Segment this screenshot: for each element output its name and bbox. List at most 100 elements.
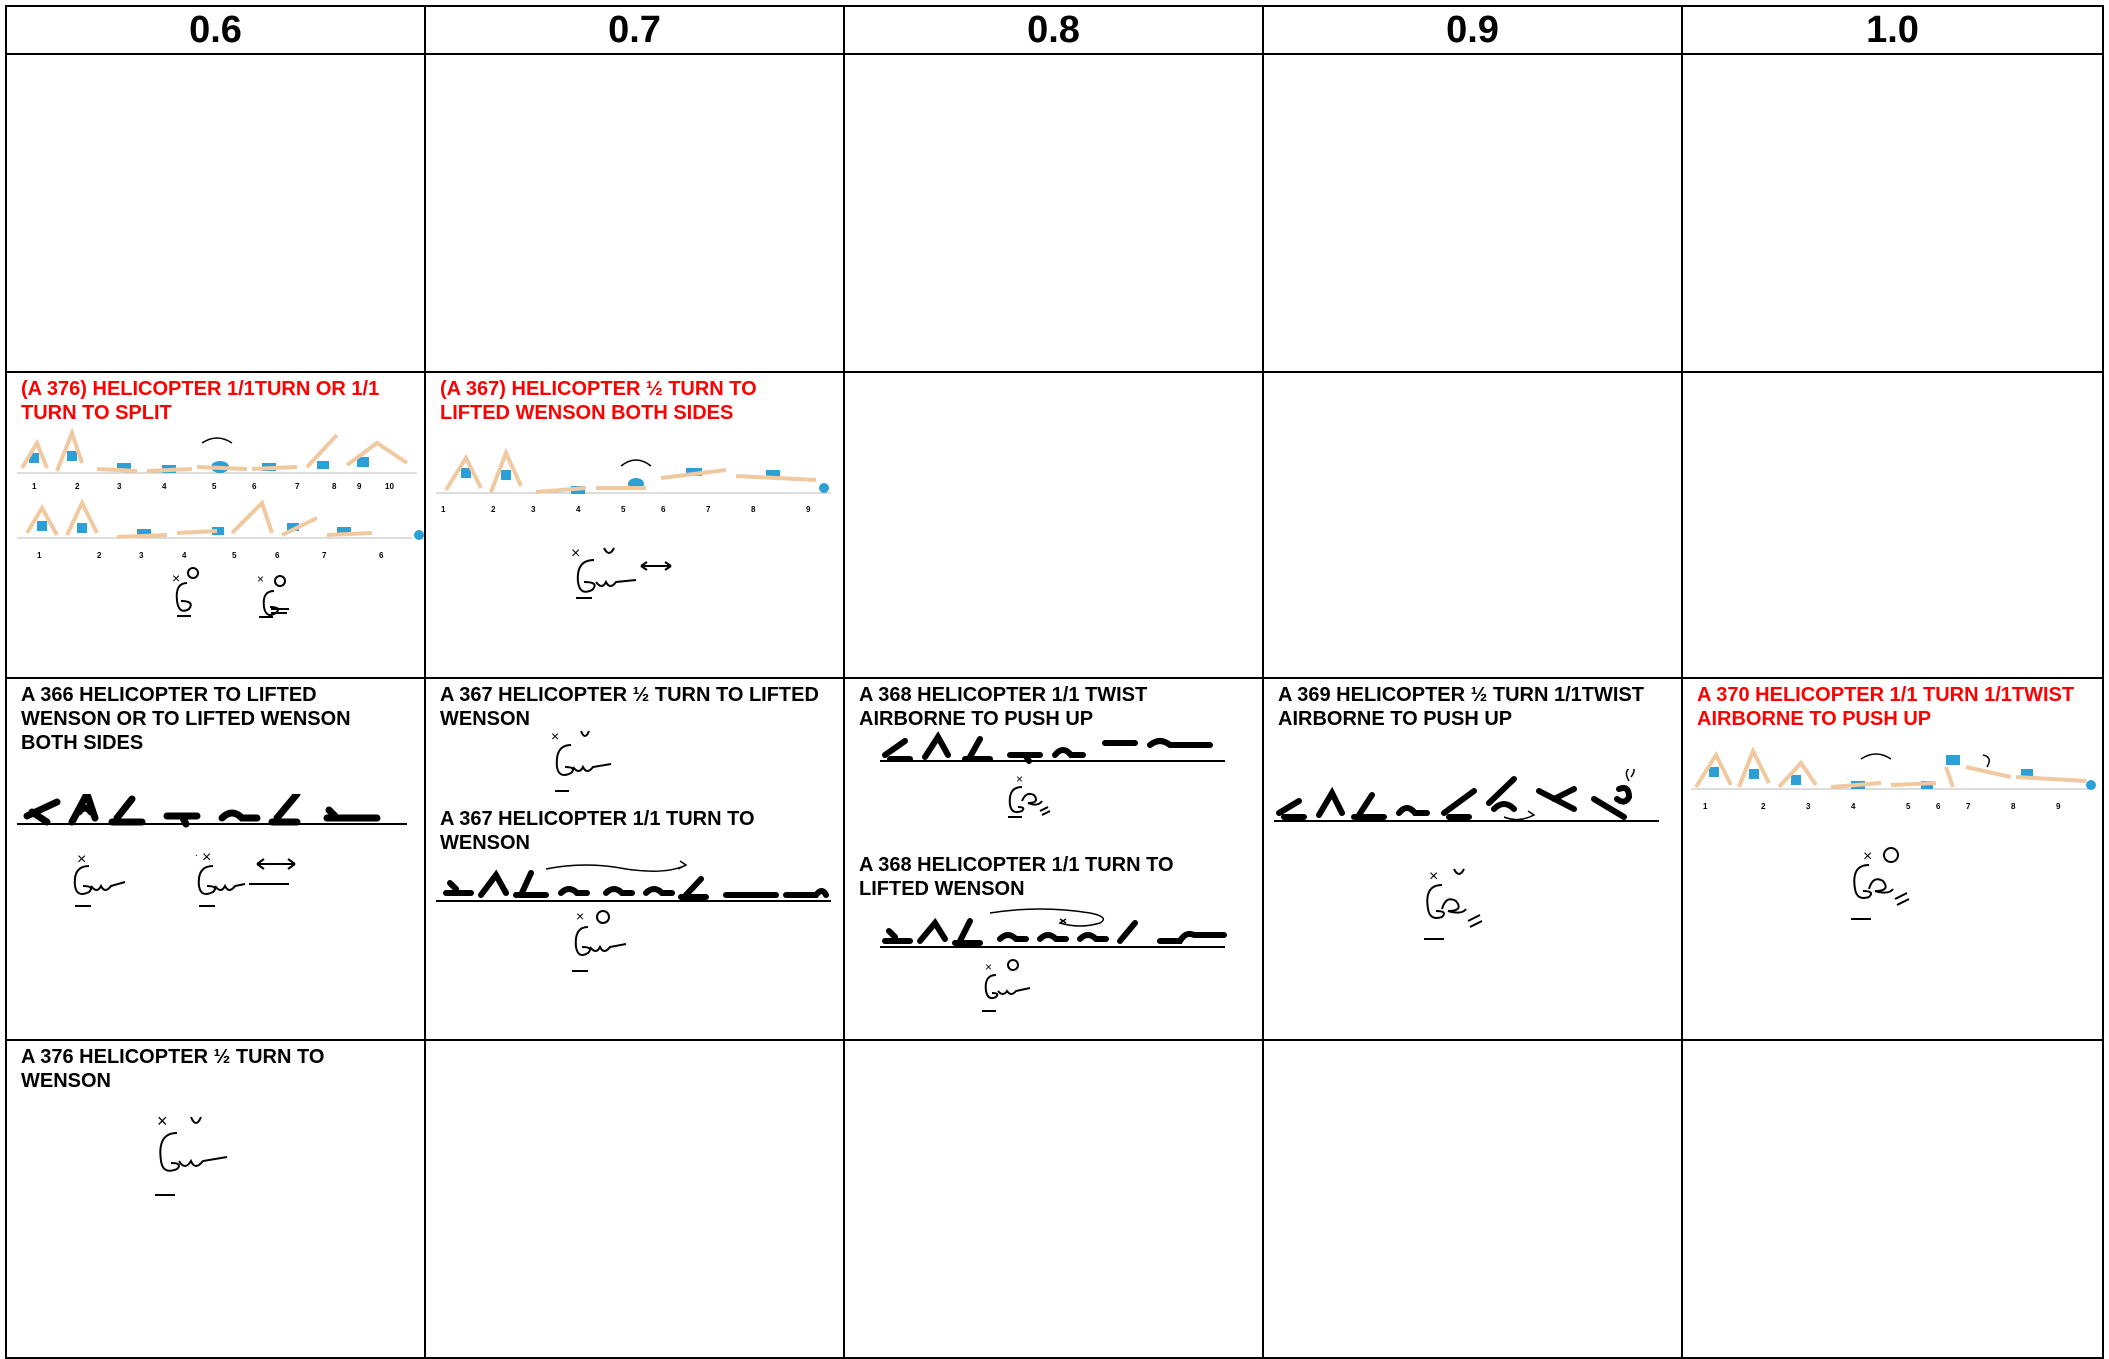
svg-text:×: ×: [1429, 868, 1438, 885]
table-row: [5, 53, 2104, 373]
notation-symbols: ×: [571, 545, 672, 599]
svg-text:3: 3: [117, 482, 122, 491]
svg-text:7: 7: [295, 482, 300, 491]
element-caption: (A 376) HELICOPTER 1/1TURN OR 1/1 TURN T…: [21, 378, 380, 424]
svg-text:2: 2: [1761, 802, 1766, 811]
header-value-1-0: 1.0: [1681, 5, 2104, 55]
svg-text:×: ×: [202, 849, 211, 866]
element-cell-a366: A 366 HELICOPTER TO LIFTED WENSON OR TO …: [5, 677, 426, 1041]
header-row: 0.6 0.7 0.8 0.9 1.0: [5, 5, 2104, 55]
element-caption: A 368 HELICOPTER 1/1 TWIST AIRBORNE TO P…: [859, 684, 1148, 730]
svg-text:×: ×: [77, 851, 86, 868]
svg-text:9: 9: [806, 505, 811, 514]
svg-text:×: ×: [985, 960, 992, 974]
element-caption: A 369 HELICOPTER ½ TURN 1/1TWIST AIRBORN…: [1278, 684, 1644, 730]
element-cell-a368: A 368 HELICOPTER 1/1 TWIST AIRBORNE TO P…: [843, 677, 1264, 1041]
svg-text:×: ×: [571, 545, 580, 562]
svg-text:6: 6: [275, 551, 280, 560]
element-caption: (A 367) HELICOPTER ½ TURN TO LIFTED WENS…: [440, 378, 757, 424]
svg-text:5: 5: [1906, 802, 1911, 811]
empty-cell: [1681, 1039, 2104, 1359]
element-cell-a367: A 367 HELICOPTER ½ TURN TO LIFTED WENSON…: [424, 677, 845, 1041]
figure-strip-bottom: [17, 498, 423, 540]
element-caption: A 376 HELICOPTER ½ TURN TO WENSON: [21, 1046, 325, 1092]
notation-symbols: × ×: [172, 567, 289, 618]
element-caption: A 370 HELICOPTER 1/1 TURN 1/1TWIST AIRBO…: [1697, 684, 2075, 730]
element-cell-a367-both-sides: (A 367) HELICOPTER ½ TURN TO LIFTED WENS…: [424, 371, 845, 679]
empty-cell: [1681, 53, 2104, 373]
difficulty-table: 0.6 0.7 0.8 0.9 1.0 (A 376) HELICOPTER 1…: [5, 5, 2104, 1359]
svg-text:6: 6: [661, 505, 666, 514]
empty-cell: [424, 53, 845, 373]
svg-text:×: ×: [551, 728, 559, 744]
svg-text:5: 5: [232, 551, 237, 560]
svg-text:5: 5: [212, 482, 217, 491]
empty-cell: [1262, 371, 1683, 679]
svg-text:×: ×: [157, 1111, 168, 1131]
empty-cell: [1262, 53, 1683, 373]
empty-cell: [843, 1039, 1264, 1359]
svg-text:4: 4: [1851, 802, 1856, 811]
table-row: A 366 HELICOPTER TO LIFTED WENSON OR TO …: [5, 677, 2104, 1041]
svg-text:2: 2: [75, 482, 80, 491]
empty-cell: [843, 53, 1264, 373]
table-row: (A 376) HELICOPTER 1/1TURN OR 1/1 TURN T…: [5, 371, 2104, 679]
svg-text:6: 6: [252, 482, 257, 491]
stick-figure-sequence: ×: [880, 731, 1225, 818]
figure-strip-top: [17, 427, 417, 474]
notation-symbols: ×: [155, 1111, 228, 1196]
empty-cell: [1262, 1039, 1683, 1359]
svg-text:1: 1: [37, 551, 42, 560]
svg-text:1: 1: [32, 482, 37, 491]
element-cell-a369: A 369 HELICOPTER ½ TURN 1/1TWIST AIRBORN…: [1262, 677, 1683, 1041]
svg-text:3: 3: [531, 505, 536, 514]
color-sequence-illustration: 1 2 3 4 5 6 7 8 9 ×: [1691, 747, 2096, 920]
svg-text:4: 4: [162, 482, 167, 491]
stick-figure-sequence: ×: [1274, 769, 1659, 940]
svg-text:×: ×: [576, 908, 584, 924]
element-caption: A 367 HELICOPTER ½ TURN TO LIFTED WENSON: [440, 684, 819, 730]
notation-symbols: × . ×: [73, 848, 296, 907]
stick-figure-sequence: ×: [880, 908, 1227, 1012]
svg-text:8: 8: [2011, 802, 2016, 811]
element-cell-a376-split: (A 376) HELICOPTER 1/1TURN OR 1/1 TURN T…: [5, 371, 426, 679]
element-caption: A 366 HELICOPTER TO LIFTED WENSON OR TO …: [21, 684, 351, 754]
stick-figure-sequence: × . ×: [17, 794, 407, 907]
svg-text:9: 9: [357, 482, 362, 491]
empty-cell: [1681, 371, 2104, 679]
svg-text:3: 3: [139, 551, 144, 560]
svg-text:×: ×: [172, 570, 180, 586]
header-value-0-8: 0.8: [843, 5, 1264, 55]
svg-text:5: 5: [621, 505, 626, 514]
header-value-0-7: 0.7: [424, 5, 845, 55]
svg-text:×: ×: [1863, 848, 1872, 865]
stick-figure-sequence: ×: [436, 860, 831, 972]
svg-text:×: ×: [1016, 772, 1023, 786]
svg-text:8: 8: [332, 482, 337, 491]
svg-text:6: 6: [379, 551, 384, 560]
table-row: A 376 HELICOPTER ½ TURN TO WENSON ×: [5, 1039, 2104, 1359]
svg-text:2: 2: [491, 505, 496, 514]
header-value-0-9: 0.9: [1262, 5, 1683, 55]
svg-text:7: 7: [1966, 802, 1971, 811]
svg-text:9: 9: [2056, 802, 2061, 811]
element-caption: A 368 HELICOPTER 1/1 TURN TO LIFTED WENS…: [859, 854, 1174, 900]
header-value-0-6: 0.6: [5, 5, 426, 55]
empty-cell: [843, 371, 1264, 679]
element-caption: A 367 HELICOPTER 1/1 TURN TO WENSON: [440, 808, 755, 854]
svg-text:.: .: [195, 848, 198, 859]
color-sequence-illustration: 1 2 3 4 5 6 7 8 9 10 1 2 3 4 5 6 7 6: [17, 427, 423, 618]
svg-text:10: 10: [385, 482, 394, 491]
svg-text:7: 7: [322, 551, 327, 560]
svg-text:1: 1: [441, 505, 446, 514]
notation-symbols: ×: [551, 728, 612, 792]
element-cell-a370: A 370 HELICOPTER 1/1 TURN 1/1TWIST AIRBO…: [1681, 677, 2104, 1041]
svg-text:×: ×: [257, 572, 264, 586]
svg-text:3: 3: [1806, 802, 1811, 811]
svg-text:1: 1: [1703, 802, 1708, 811]
element-cell-a376-wenson: A 376 HELICOPTER ½ TURN TO WENSON ×: [5, 1039, 426, 1359]
empty-cell: [424, 1039, 845, 1359]
svg-text:7: 7: [706, 505, 711, 514]
svg-text:4: 4: [182, 551, 187, 560]
empty-cell: [5, 53, 426, 373]
